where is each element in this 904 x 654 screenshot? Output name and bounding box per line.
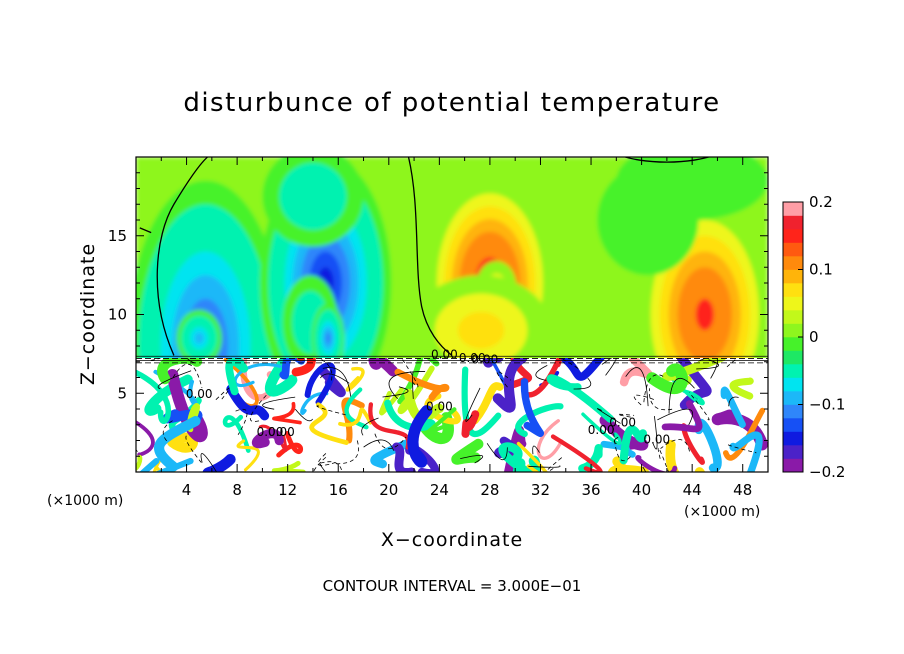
x-tick-label: 48 — [733, 481, 752, 499]
colorbar-swatch — [783, 242, 803, 257]
x-tick-label: 8 — [232, 481, 242, 499]
colorbar-swatch — [783, 350, 803, 365]
y-axis-label: Z−coordinate — [77, 243, 99, 385]
colorbar-swatch — [783, 337, 803, 351]
colorbar-tick-label: 0.2 — [809, 193, 833, 211]
contour-label: 0.00 — [257, 425, 284, 439]
contour-label: 0.00 — [186, 387, 213, 401]
y-tick-label: 5 — [117, 384, 127, 402]
x-tick-label: 36 — [581, 481, 600, 499]
contour-label: 0.00 — [431, 348, 458, 362]
x-tick-label: 12 — [278, 481, 297, 499]
field-blob — [411, 275, 551, 386]
colorbar-swatch — [783, 391, 803, 405]
x-tick-label: 20 — [379, 481, 398, 499]
x-axis-label: X−coordinate — [381, 529, 523, 551]
x-axis: 4 8 12 16 20 24 28 32 36 40 44 48 — [160, 157, 769, 499]
colorbar-swatch — [783, 445, 803, 459]
colorbar-tick-label: 0 — [809, 328, 819, 346]
colorbar-swatch — [783, 404, 803, 419]
colorbar-swatch — [783, 296, 803, 311]
contour-labels: 0.00 0.000.000.000.000.000.000.000.000.00 — [186, 348, 670, 447]
colorbar-swatch — [783, 229, 803, 243]
colorbar-swatch — [783, 202, 803, 216]
contour-label: 0.00 — [459, 351, 486, 365]
colorbar-swatch — [783, 431, 803, 446]
contour-label: 0.00 — [609, 415, 636, 429]
x-tick-label: 24 — [430, 481, 449, 499]
x-tick-label: 40 — [632, 481, 651, 499]
contour-label: 0.00 — [268, 425, 295, 439]
colorbar-swatch — [783, 283, 803, 297]
field-blob — [616, 157, 768, 220]
x-unit-left: (×1000 m) — [47, 493, 123, 509]
x-unit-right: (×1000 m) — [684, 504, 760, 520]
colorbar-swatch — [783, 458, 803, 473]
contour-label: 0.00 — [643, 433, 670, 447]
colorbar-swatch — [783, 256, 803, 270]
colorbar-swatch — [783, 323, 803, 338]
x-tick-label: 28 — [480, 481, 499, 499]
colorbar-tick-label: 0.1 — [809, 261, 833, 279]
field-blob — [176, 309, 222, 367]
colorbar-swatch — [783, 377, 803, 392]
y-axis: 5 10 15 — [108, 156, 768, 457]
y-tick-label: 10 — [108, 306, 127, 324]
x-tick-label: 44 — [683, 481, 702, 499]
colorbar-swatch — [783, 269, 803, 284]
field-blob — [311, 303, 345, 373]
lower-turbulent-layer — [136, 358, 768, 472]
x-tick-label: 16 — [329, 481, 348, 499]
x-tick-label: 4 — [182, 481, 192, 499]
colorbar-swatch — [783, 418, 803, 432]
chart-title: disturbunce of potential temperature — [183, 88, 720, 118]
contour-label: 0.00 — [588, 423, 615, 437]
contour-label: 0.00 — [426, 400, 453, 414]
contour-interval-note: CONTOUR INTERVAL = 3.000E−01 — [323, 577, 582, 595]
field-blob — [262, 157, 364, 247]
zero-contours — [139, 157, 711, 356]
contour-label: 0.00 — [472, 352, 499, 366]
colorbar-tick-label: −0.1 — [809, 396, 845, 414]
colorbar-tick-label: −0.2 — [809, 463, 845, 481]
x-tick-label: 32 — [531, 481, 550, 499]
colorbar-swatch — [783, 310, 803, 324]
colorbar: 0.2 0.1 0 −0.1 −0.2 — [782, 193, 845, 481]
colorbar-swatch — [783, 215, 803, 230]
y-tick-label: 15 — [108, 227, 127, 245]
field-area: 0.00 0.000.000.000.000.000.000.000.000.00 — [136, 157, 768, 472]
colorbar-swatch — [783, 364, 803, 378]
